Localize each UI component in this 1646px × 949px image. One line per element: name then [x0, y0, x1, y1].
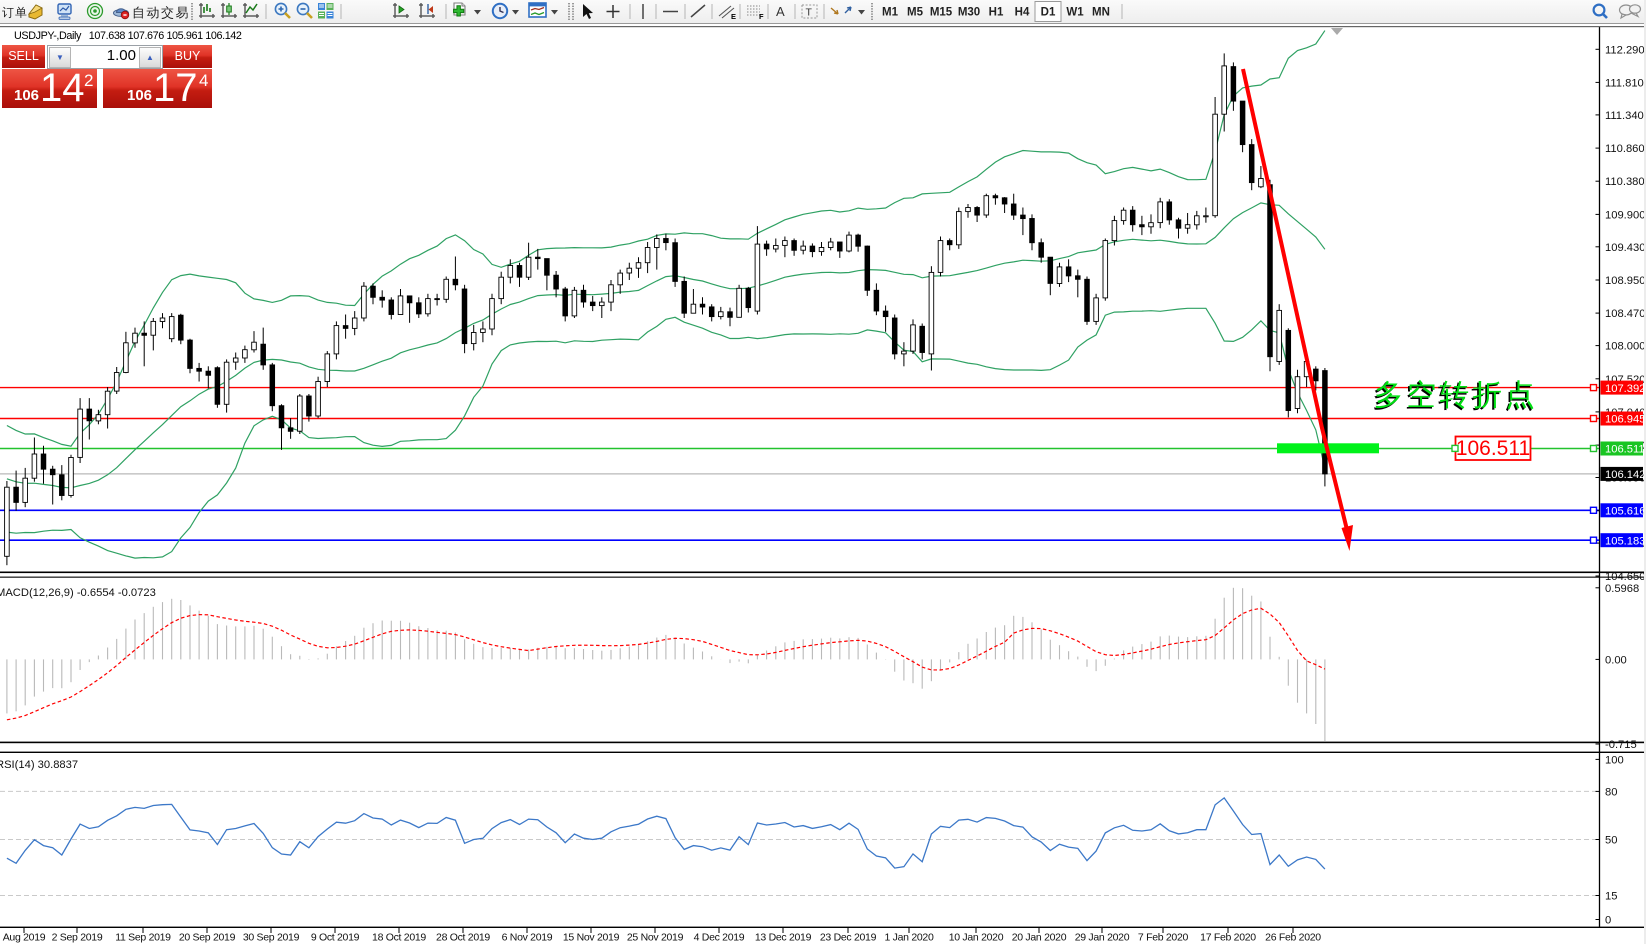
- svg-text:M30: M30: [958, 7, 980, 19]
- svg-text:108.000: 108.000: [1605, 341, 1645, 353]
- svg-text:30 Sep 2019: 30 Sep 2019: [243, 932, 300, 944]
- svg-text:MACD(12,26,9) -0.6554 -0.0723: MACD(12,26,9) -0.6554 -0.0723: [0, 587, 156, 599]
- svg-text:23 Dec 2019: 23 Dec 2019: [820, 932, 877, 944]
- svg-text:111.340: 111.340: [1605, 110, 1644, 122]
- svg-text:25 Nov 2019: 25 Nov 2019: [627, 932, 684, 944]
- svg-text:7 Feb 2020: 7 Feb 2020: [1138, 932, 1189, 944]
- svg-text:106.142: 106.142: [1605, 469, 1645, 481]
- svg-text:106.511: 106.511: [1456, 437, 1530, 460]
- svg-text:9 Oct 2019: 9 Oct 2019: [311, 932, 360, 944]
- svg-text:4 Dec 2019: 4 Dec 2019: [694, 932, 745, 944]
- svg-text:50: 50: [1605, 835, 1617, 847]
- svg-text:111.810: 111.810: [1605, 77, 1644, 89]
- svg-text:28 Oct 2019: 28 Oct 2019: [436, 932, 490, 944]
- svg-text:H1: H1: [989, 7, 1004, 19]
- svg-text:109.900: 109.900: [1605, 209, 1645, 221]
- svg-text:104.650: 104.650: [1605, 571, 1645, 583]
- svg-text:15 Nov 2019: 15 Nov 2019: [563, 932, 620, 944]
- svg-text:100: 100: [1605, 754, 1624, 766]
- svg-text:29 Jan 2020: 29 Jan 2020: [1075, 932, 1130, 944]
- svg-text:108.470: 108.470: [1605, 308, 1645, 320]
- svg-text:20 Jan 2020: 20 Jan 2020: [1012, 932, 1067, 944]
- svg-text:109.430: 109.430: [1605, 242, 1645, 254]
- svg-text:-0.715: -0.715: [1605, 739, 1637, 751]
- svg-text:MN: MN: [1092, 7, 1110, 19]
- svg-text:6 Nov 2019: 6 Nov 2019: [502, 932, 553, 944]
- svg-text:17 Feb 2020: 17 Feb 2020: [1200, 932, 1256, 944]
- svg-text:0: 0: [1605, 915, 1611, 927]
- svg-text:80: 80: [1605, 786, 1617, 798]
- svg-text:D1: D1: [1041, 7, 1056, 19]
- svg-text:11 Sep 2019: 11 Sep 2019: [115, 932, 171, 944]
- svg-text:13 Dec 2019: 13 Dec 2019: [755, 932, 812, 944]
- svg-text:112.290: 112.290: [1605, 44, 1645, 56]
- svg-text:15: 15: [1605, 891, 1617, 903]
- svg-text:2 Sep 2019: 2 Sep 2019: [52, 932, 103, 944]
- svg-text:106.511: 106.511: [1605, 444, 1645, 456]
- svg-text:1 Jan 2020: 1 Jan 2020: [885, 932, 934, 944]
- svg-text:E: E: [731, 12, 736, 21]
- svg-text:F: F: [759, 12, 764, 21]
- svg-text:26 Feb 2020: 26 Feb 2020: [1265, 932, 1321, 944]
- svg-text:M5: M5: [907, 7, 924, 19]
- svg-text:105.616: 105.616: [1605, 506, 1645, 518]
- svg-text:107.392: 107.392: [1605, 383, 1645, 395]
- svg-text:105.183: 105.183: [1605, 535, 1645, 547]
- svg-text:Aug 2019: Aug 2019: [3, 932, 46, 944]
- svg-text:108.950: 108.950: [1605, 275, 1645, 287]
- svg-text:110.860: 110.860: [1605, 143, 1645, 155]
- svg-text:W1: W1: [1066, 7, 1084, 19]
- svg-text:M15: M15: [930, 7, 953, 19]
- svg-text:T: T: [806, 7, 813, 19]
- svg-text:106.945: 106.945: [1605, 414, 1645, 426]
- svg-text:M1: M1: [882, 7, 899, 19]
- svg-text:A: A: [776, 4, 785, 19]
- svg-text:0.5968: 0.5968: [1605, 583, 1639, 595]
- svg-text:0.00: 0.00: [1605, 654, 1627, 666]
- svg-text:RSI(14) 30.8837: RSI(14) 30.8837: [0, 759, 78, 771]
- svg-text:20 Sep 2019: 20 Sep 2019: [179, 932, 236, 944]
- svg-text:10 Jan 2020: 10 Jan 2020: [949, 932, 1004, 944]
- svg-text:110.380: 110.380: [1605, 176, 1645, 188]
- svg-text:H4: H4: [1015, 7, 1030, 19]
- svg-text:18 Oct 2019: 18 Oct 2019: [372, 932, 426, 944]
